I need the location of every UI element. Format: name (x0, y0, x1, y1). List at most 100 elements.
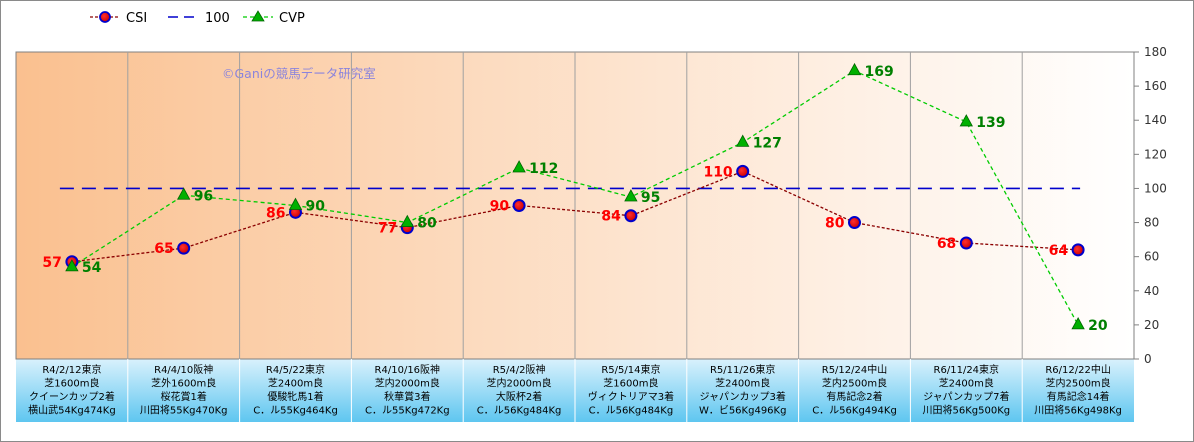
csi-point (959, 236, 973, 250)
x-tick-label: 有馬記念2着 (826, 390, 882, 403)
x-tick-label: 芝2400m良 (939, 377, 994, 390)
cvp-point (1071, 317, 1085, 330)
x-tick-label: 芝内2500m良 (1045, 377, 1110, 390)
legend-marker-cvp (251, 10, 265, 22)
cvp-point (400, 214, 414, 227)
csi-data-label: 86 (266, 205, 285, 221)
y-tick-label: 100 (1144, 181, 1167, 195)
series-line-csi (71, 170, 1079, 263)
cvp-data-label: 139 (976, 115, 1005, 131)
cvp-data-label: 90 (306, 199, 326, 215)
cvp-point (736, 134, 750, 147)
x-tick-label: 桜花賞1着 (161, 390, 207, 403)
x-tick-label: 秋華賞3着 (384, 390, 430, 403)
x-tick-label: 芝内2000m良 (375, 377, 440, 390)
csi-data-label: 57 (42, 255, 61, 271)
x-tick-label: 川田将55Kg470Kg (140, 405, 228, 417)
cvp-data-label: 127 (753, 135, 782, 151)
csi-data-label: 90 (490, 199, 510, 215)
csi-point (736, 164, 750, 178)
y-axis: 0 20 40 60 80 100 120 140 160 180 (1134, 45, 1167, 366)
series-line-cvp (71, 70, 1079, 326)
x-tick-label: C．ル56Kg484Kg (589, 406, 674, 417)
x-tick-label: 川田将56Kg498Kg (1034, 405, 1122, 417)
csi-data-label: 84 (601, 209, 621, 225)
legend-marker-csi (99, 11, 111, 23)
x-tick-label: R4/10/16阪神 (375, 363, 441, 376)
csi-point (177, 241, 191, 255)
legend: CSI 100 CVP (90, 10, 305, 26)
x-tick-label: 横山武54Kg474Kg (28, 404, 116, 417)
cvp-data-label: 80 (417, 216, 437, 232)
x-tick-label: C．ル56Kg494Kg (812, 406, 897, 417)
cvp-data-label: 95 (641, 190, 660, 206)
x-tick-label: R6/12/22中山 (1045, 363, 1111, 376)
cvp-point (512, 160, 526, 173)
csi-data-label: 65 (154, 241, 173, 257)
legend-label-cvp: CVP (279, 11, 305, 26)
x-tick-label: R4/4/10阪神 (154, 363, 213, 376)
x-tick-label: 芝内2500m良 (822, 377, 887, 390)
csi-point (1071, 243, 1085, 257)
cvp-point (288, 197, 303, 210)
y-tick-label: 120 (1144, 147, 1167, 161)
x-tick-label: R6/11/24東京 (934, 363, 1000, 376)
x-tick-label: 芝1600m良 (44, 377, 99, 390)
y-tick-label: 20 (1144, 318, 1159, 332)
csi-data-label: 77 (378, 221, 397, 237)
x-tick-label: 芝1600m良 (603, 377, 658, 390)
csi-point (848, 216, 861, 230)
cvp-point (177, 187, 191, 200)
y-tick-label: 60 (1144, 250, 1159, 264)
y-tick-label: 160 (1144, 79, 1167, 93)
x-tick-label: 芝外1600m良 (151, 377, 216, 390)
csi-point (624, 209, 638, 223)
x-tick-label: 芝内2000m良 (486, 377, 551, 390)
csi-data-label: 80 (825, 216, 845, 232)
legend-label-csi: CSI (126, 11, 147, 26)
legend-label-100: 100 (205, 11, 230, 26)
x-tick-label: R4/5/22東京 (266, 363, 325, 376)
grid-lines (127, 52, 1023, 422)
x-tick-label: 有馬記念14着 (1047, 390, 1110, 403)
x-tick-label: 芝2400m良 (715, 377, 770, 390)
cvp-data-label: 54 (82, 260, 102, 276)
x-tick-label: R5/11/26東京 (710, 363, 776, 376)
y-tick-label: 140 (1144, 113, 1167, 127)
watermark: ©Ganiの競馬データ研究室 (222, 66, 376, 81)
x-tick-label: ジャパンカップ7着 (923, 390, 1009, 403)
cvp-data-label: 169 (865, 64, 894, 80)
x-tick-label: R5/4/2阪神 (493, 363, 546, 376)
cvp-point (959, 114, 973, 127)
y-tick-label: 0 (1144, 352, 1152, 366)
cvp-point (624, 189, 638, 202)
x-tick-label: ジャパンカップ3着 (700, 390, 786, 403)
x-tick-label: R4/2/12東京 (42, 363, 101, 376)
y-tick-label: 40 (1144, 284, 1159, 298)
csi-point (512, 199, 526, 212)
x-tick-label: クイーンカップ2着 (29, 390, 115, 403)
x-tick-label: C．ル55Kg464Kg (253, 406, 338, 417)
x-tick-label: 芝2400m良 (268, 377, 323, 390)
y-tick-label: 180 (1144, 45, 1167, 59)
cvp-point (65, 259, 79, 272)
y-tick-label: 80 (1144, 216, 1159, 230)
x-tick-label: C．ル56Kg484Kg (477, 406, 562, 417)
csi-data-label: 68 (937, 236, 956, 252)
cvp-point (847, 62, 862, 76)
x-tick-label: W．ビ56Kg496Kg (699, 405, 787, 417)
cvp-data-label: 96 (194, 188, 213, 204)
csi-data-label: 110 (703, 164, 732, 180)
x-tick-label: 川田将56Kg500Kg (922, 405, 1010, 417)
x-tick-label: 優駿牝馬1着 (267, 390, 323, 403)
series-layer: 57 65 86 77 90 84 110 80 68 64 54 96 90 80 112 95 127 169… (42, 62, 1108, 334)
x-tick-label: R5/5/14東京 (601, 363, 660, 376)
x-tick-label: C．ル55Kg472Kg (365, 406, 450, 417)
x-tick-label: R5/12/24中山 (822, 363, 888, 376)
cvp-data-label: 20 (1088, 318, 1108, 334)
x-tick-label: 大阪杯2着 (496, 390, 542, 403)
csi-data-label: 64 (1049, 243, 1069, 259)
cvp-data-label: 112 (529, 161, 558, 177)
